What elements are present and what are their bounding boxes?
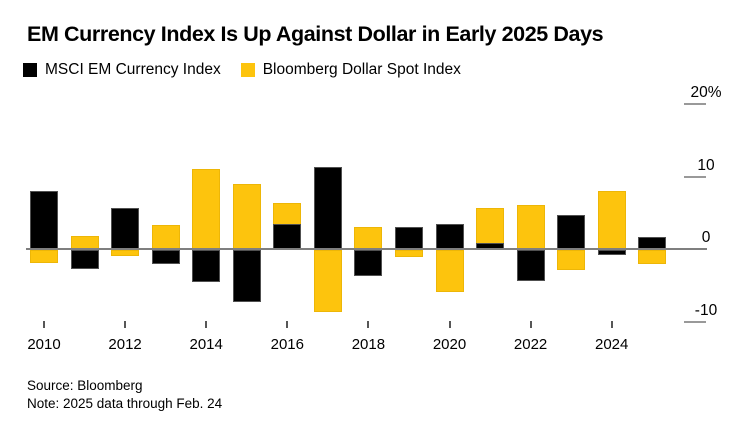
bar-dollar-2013: [151, 225, 180, 249]
bar-msci-2011: [70, 249, 99, 270]
x-axis-tick-2022: [529, 320, 532, 328]
bar-msci-2022: [516, 249, 545, 282]
bar-msci-2023: [557, 214, 586, 249]
y-axis-label-0: 0: [701, 229, 711, 246]
legend-item-msci: MSCI EM Currency Index: [23, 61, 221, 79]
x-axis-label-2010: 2010: [27, 336, 61, 353]
bar-dollar-2022: [516, 204, 545, 249]
x-axis-tick-2012: [124, 320, 127, 328]
bar-msci-2018: [354, 249, 383, 276]
x-axis-label-2012: 2012: [108, 336, 142, 353]
y-axis-label-10: 10: [697, 156, 715, 174]
legend: MSCI EM Currency Index Bloomberg Dollar …: [23, 61, 461, 79]
y-axis-tick-20%: [684, 103, 706, 105]
x-axis-tick-2018: [367, 320, 370, 328]
bar-dollar-2010: [30, 249, 58, 264]
bar-dollar-2021: [476, 207, 505, 249]
x-axis-label-2014: 2014: [189, 336, 223, 353]
y-axis-tick--10: [684, 320, 706, 323]
bar-msci-2016: [273, 224, 302, 249]
note-text: Note: 2025 data through Feb. 24: [27, 395, 223, 411]
legend-swatch-msci-icon: [23, 63, 37, 77]
x-axis-label-2024: 2024: [595, 336, 629, 353]
bar-dollar-2020: [435, 249, 464, 292]
x-axis-tick-2010: [43, 320, 45, 328]
bar-dollar-2015: [232, 183, 261, 249]
zero-axis-line: [26, 248, 707, 250]
bar-msci-2010: [30, 191, 58, 249]
x-axis-tick-2014: [205, 320, 208, 328]
y-axis-label--10: -10: [694, 301, 718, 319]
page-title: EM Currency Index Is Up Against Dollar i…: [27, 22, 604, 46]
bar-msci-2017: [313, 167, 342, 249]
x-axis-label-2022: 2022: [513, 336, 548, 353]
y-axis-tick-10: [684, 175, 706, 178]
bar-msci-2015: [232, 249, 261, 302]
bar-dollar-2018: [354, 226, 383, 249]
bar-dollar-2012: [111, 249, 140, 257]
x-axis-tick-2016: [286, 320, 289, 328]
legend-label-dollar: Bloomberg Dollar Spot Index: [262, 61, 461, 78]
bar-msci-2020: [435, 224, 464, 249]
x-axis-tick-2020: [448, 320, 451, 328]
y-axis-label-20%: 20%: [690, 84, 722, 101]
legend-swatch-dollar-icon: [240, 63, 255, 77]
bar-dollar-2024: [597, 191, 626, 249]
bar-dollar-2019: [394, 249, 423, 257]
x-axis-label-2020: 2020: [432, 336, 467, 353]
bar-msci-2019: [394, 226, 423, 249]
footer: Source: Bloomberg Note: 2025 data throug…: [27, 377, 222, 412]
legend-item-dollar: Bloomberg Dollar Spot Index: [240, 61, 461, 79]
bar-msci-2024: [597, 249, 626, 256]
bar-dollar-2014: [192, 169, 221, 249]
x-axis-label-2018: 2018: [351, 336, 386, 353]
x-axis-tick-2024: [610, 320, 613, 328]
bar-msci-2012: [111, 208, 140, 249]
bar-msci-2014: [192, 249, 221, 283]
bar-msci-2013: [151, 249, 180, 264]
bar-dollar-2017: [313, 249, 342, 312]
source-text: Source: Bloomberg: [27, 378, 143, 393]
bar-dollar-2023: [557, 249, 586, 270]
bar-dollar-2025: [638, 249, 667, 264]
x-axis-label-2016: 2016: [270, 336, 304, 353]
legend-label-msci: MSCI EM Currency Index: [45, 61, 221, 78]
